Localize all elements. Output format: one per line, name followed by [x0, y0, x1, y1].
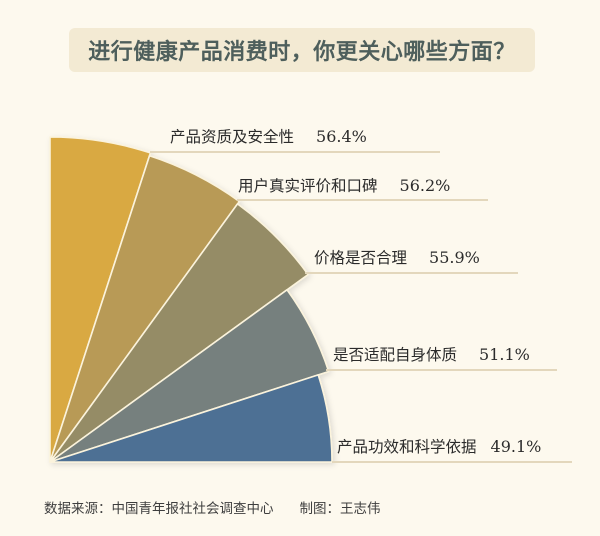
- value-label: 56.4%: [316, 127, 367, 146]
- category-label: 用户真实评价和口碑: [238, 177, 378, 195]
- category-label: 产品功效和科学依据: [337, 438, 477, 456]
- footer: 数据来源：中国青年报社社会调查中心 制图：王志伟: [44, 497, 381, 517]
- value-label: 49.1%: [490, 437, 542, 456]
- guide-line-3: [305, 272, 518, 274]
- guide-line-4: [326, 369, 557, 371]
- chart-credit: 制图：王志伟: [299, 501, 381, 517]
- title-banner: 进行健康产品消费时，你更关心哪些方面？: [69, 28, 535, 72]
- category-label: 产品资质及安全性: [170, 128, 295, 146]
- label-price: 价格是否合理 55.9%: [314, 246, 480, 268]
- value-label: 55.9%: [429, 248, 480, 267]
- guide-line-5: [332, 461, 572, 463]
- value-label: 51.1%: [479, 345, 530, 364]
- label-efficacy: 产品功效和科学依据 49.1%: [337, 435, 541, 457]
- slice-body-fit: [49, 289, 330, 463]
- category-label: 是否适配自身体质: [333, 346, 458, 364]
- slice-efficacy: [49, 374, 333, 463]
- label-body-fit: 是否适配自身体质 51.1%: [333, 343, 530, 365]
- category-label: 价格是否合理: [314, 249, 408, 267]
- guide-line-1: [150, 151, 440, 153]
- chart-title: 进行健康产品消费时，你更关心哪些方面？: [88, 39, 516, 65]
- guide-line-2: [237, 199, 488, 201]
- label-product-safety: 产品资质及安全性 56.4%: [170, 125, 367, 147]
- slice-price: [49, 203, 309, 463]
- slice-user-reviews: [49, 155, 241, 463]
- data-source: 数据来源：中国青年报社社会调查中心: [44, 501, 274, 517]
- value-label: 56.2%: [399, 176, 451, 195]
- label-user-reviews: 用户真实评价和口碑 56.2%: [238, 174, 450, 196]
